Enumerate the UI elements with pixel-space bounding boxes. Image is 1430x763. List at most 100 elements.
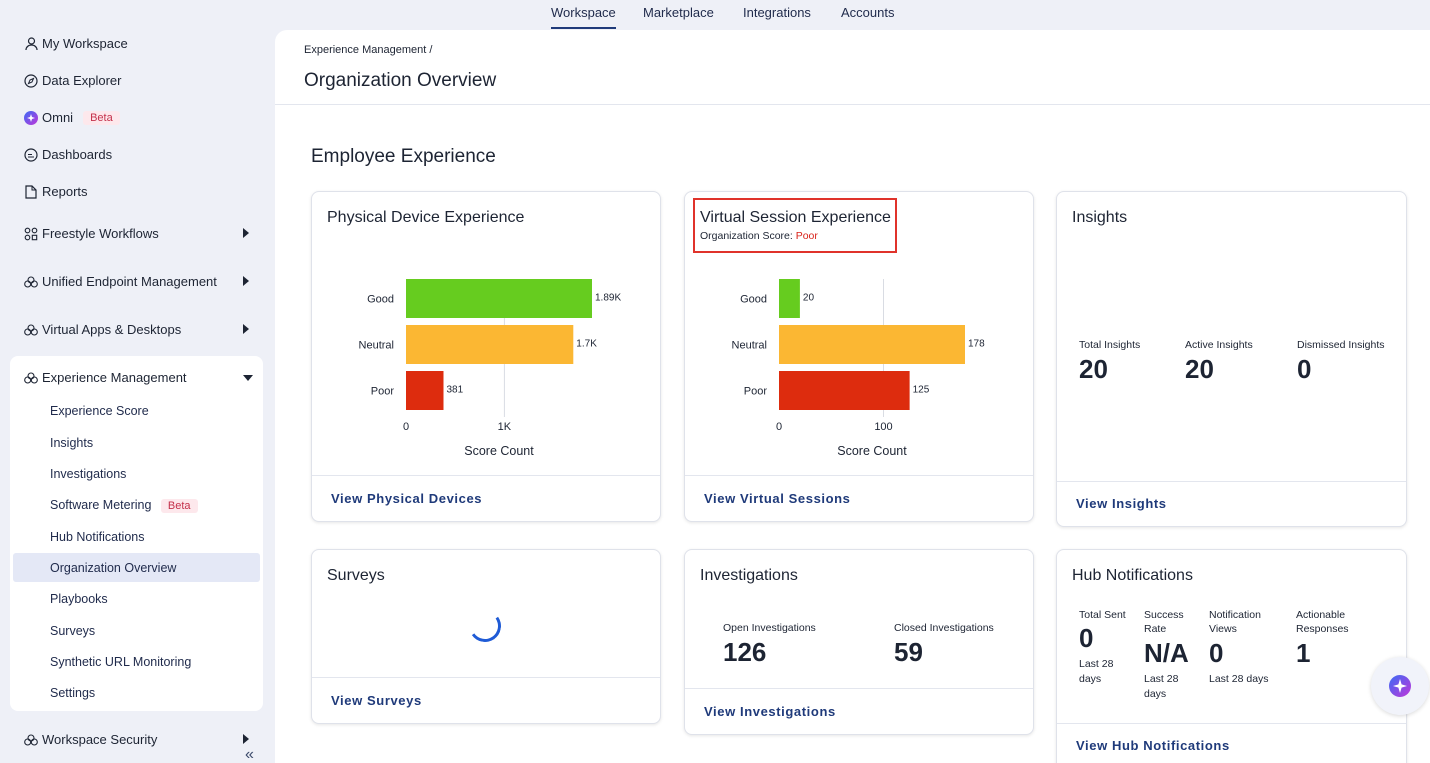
physical-device-chart: 0 1K Good 1.89K Neutral 1.7K Poor 381 Score Coun… — [359, 279, 621, 458]
sidebar-item-label: Reports — [42, 184, 88, 199]
expand-arrow-icon[interactable] — [243, 276, 249, 286]
double-chevron-left-icon[interactable]: « — [245, 746, 254, 763]
x-tick-label: 0 — [403, 421, 409, 433]
virtual-session-card: Virtual Session Experience Organization … — [684, 191, 1034, 522]
notification-views-label: Notification Views — [1209, 609, 1261, 635]
card-divider — [1057, 723, 1406, 724]
card-title: Hub Notifications — [1072, 567, 1193, 584]
sidebar-subitem-insights[interactable]: Insights — [50, 436, 94, 450]
sidebar: My Workspace Data Explorer Omni Beta Das… — [0, 30, 272, 763]
x-tick-label: 0 — [776, 421, 782, 433]
card-footer: View Virtual Sessions — [685, 475, 1033, 521]
sidebar-subitem-hub-notifications[interactable]: Hub Notifications — [50, 530, 145, 544]
sidebar-item-omni[interactable]: Omni Beta — [24, 110, 120, 125]
open-investigations-value: 126 — [723, 637, 767, 667]
tab-accounts[interactable]: Accounts — [841, 5, 895, 20]
active-item-highlight — [13, 553, 260, 582]
tab-integrations[interactable]: Integrations — [743, 5, 811, 20]
bar-good[interactable] — [406, 279, 592, 318]
expand-arrow-icon[interactable] — [243, 734, 249, 744]
bar-neutral[interactable] — [779, 325, 965, 364]
organization-score: Organization Score: Poor — [700, 230, 818, 242]
notification-views-value: 0 — [1209, 638, 1224, 668]
expand-arrow-icon[interactable] — [243, 324, 249, 334]
view-surveys-link[interactable]: View Surveys — [331, 693, 422, 708]
bar-poor[interactable] — [779, 371, 910, 410]
sidebar-item-reports[interactable]: Reports — [24, 184, 88, 199]
sidebar-item-workspace-security[interactable]: Workspace Security — [24, 732, 157, 747]
sidebar-item-experience-management[interactable]: Experience Management — [24, 370, 187, 385]
experience-management-group — [10, 356, 263, 711]
beta-badge: Beta — [160, 499, 198, 513]
sidebar-item-label: Software Metering — [50, 498, 152, 512]
sidebar-item-label: Data Explorer — [42, 73, 122, 88]
omni-icon — [1389, 675, 1411, 697]
closed-investigations-label: Closed Investigations — [894, 622, 994, 634]
total-sent-label: Total Sent — [1079, 609, 1126, 621]
breadcrumb[interactable]: Experience Management / — [304, 44, 433, 56]
sidebar-item-my-workspace[interactable]: My Workspace — [24, 36, 128, 51]
card-title: Virtual Session Experience — [700, 209, 891, 226]
view-hub-notifications-link[interactable]: View Hub Notifications — [1076, 738, 1230, 753]
data-label: 125 — [913, 385, 930, 396]
dismissed-insights-value: 0 — [1297, 354, 1312, 384]
view-virtual-sessions-link[interactable]: View Virtual Sessions — [704, 491, 851, 506]
card-footer: View Investigations — [685, 688, 1033, 734]
success-rate-label: Success Rate — [1144, 609, 1184, 635]
sidebar-item-freestyle-workflows[interactable]: Freestyle Workflows — [24, 226, 159, 241]
category-label: Good — [740, 294, 767, 306]
loading-spinner-icon — [466, 607, 504, 645]
sidebar-subitem-settings[interactable]: Settings — [50, 686, 96, 700]
tab-workspace[interactable]: Workspace — [551, 5, 616, 29]
cloud-icon — [24, 733, 38, 747]
org-score-label: Organization Score: — [700, 230, 796, 242]
card-title: Physical Device Experience — [327, 209, 525, 226]
expand-arrow-icon[interactable] — [243, 228, 249, 238]
category-label: Poor — [744, 386, 768, 398]
data-label: 178 — [968, 339, 985, 350]
view-physical-devices-link[interactable]: View Physical Devices — [331, 491, 483, 506]
document-icon — [24, 184, 38, 199]
page-title: Organization Overview — [304, 70, 497, 91]
tab-marketplace[interactable]: Marketplace — [643, 5, 714, 20]
data-label: 20 — [803, 293, 815, 304]
view-investigations-link[interactable]: View Investigations — [704, 704, 836, 719]
closed-investigations-value: 59 — [894, 637, 923, 667]
data-label: 1.7K — [576, 339, 597, 350]
virtual-session-chart: 0 100 Good 20 Neutral 178 Poor 125 Score Count — [732, 279, 985, 458]
sidebar-item-label: Omni — [42, 110, 74, 125]
sidebar-item-data-explorer[interactable]: Data Explorer — [24, 73, 121, 88]
category-label: Good — [367, 294, 394, 306]
section-title: Employee Experience — [311, 146, 496, 167]
card-footer: View Physical Devices — [312, 475, 660, 521]
surveys-card: Surveys View Surveys — [311, 549, 661, 724]
bar-neutral[interactable] — [406, 325, 574, 364]
sidebar-subitem-playbooks[interactable]: Playbooks — [50, 592, 108, 606]
hub-notifications-card: Hub Notifications Total Sent 0 Last 28 d… — [1056, 549, 1407, 763]
omni-assistant-button[interactable] — [1371, 657, 1429, 715]
dismissed-insights-label: Dismissed Insights — [1297, 339, 1385, 351]
sidebar-subitem-software-metering[interactable]: Software Metering Beta — [50, 498, 198, 513]
sidebar-item-unified-endpoint-management[interactable]: Unified Endpoint Management — [24, 274, 217, 289]
sidebar-item-label: Workspace Security — [42, 732, 158, 747]
sidebar-subitem-surveys[interactable]: Surveys — [50, 624, 96, 638]
view-insights-link[interactable]: View Insights — [1076, 496, 1167, 511]
user-icon — [24, 36, 38, 51]
category-label: Neutral — [359, 340, 394, 352]
sidebar-subitem-synthetic-url-monitoring[interactable]: Synthetic URL Monitoring — [50, 655, 192, 669]
bar-good[interactable] — [779, 279, 800, 318]
total-sent-period: Last 28 days — [1079, 658, 1114, 685]
sidebar-subitem-experience-score[interactable]: Experience Score — [50, 404, 149, 418]
data-label: 381 — [446, 385, 463, 396]
sidebar-item-virtual-apps-desktops[interactable]: Virtual Apps & Desktops — [24, 322, 181, 337]
top-navigation: Workspace Marketplace Integrations Accou… — [0, 0, 1430, 30]
collapse-arrow-icon[interactable] — [243, 375, 253, 381]
sidebar-item-dashboards[interactable]: Dashboards — [24, 147, 112, 162]
cloud-icon — [24, 275, 38, 289]
actionable-responses-label: Actionable Responses — [1296, 609, 1349, 635]
dashboard-icon — [24, 147, 38, 162]
sidebar-subitem-investigations[interactable]: Investigations — [50, 467, 127, 481]
sidebar-subitem-organization-overview[interactable]: Organization Overview — [50, 561, 177, 575]
main-content: Experience Management / Organization Ove… — [275, 30, 1430, 763]
bar-poor[interactable] — [406, 371, 444, 410]
